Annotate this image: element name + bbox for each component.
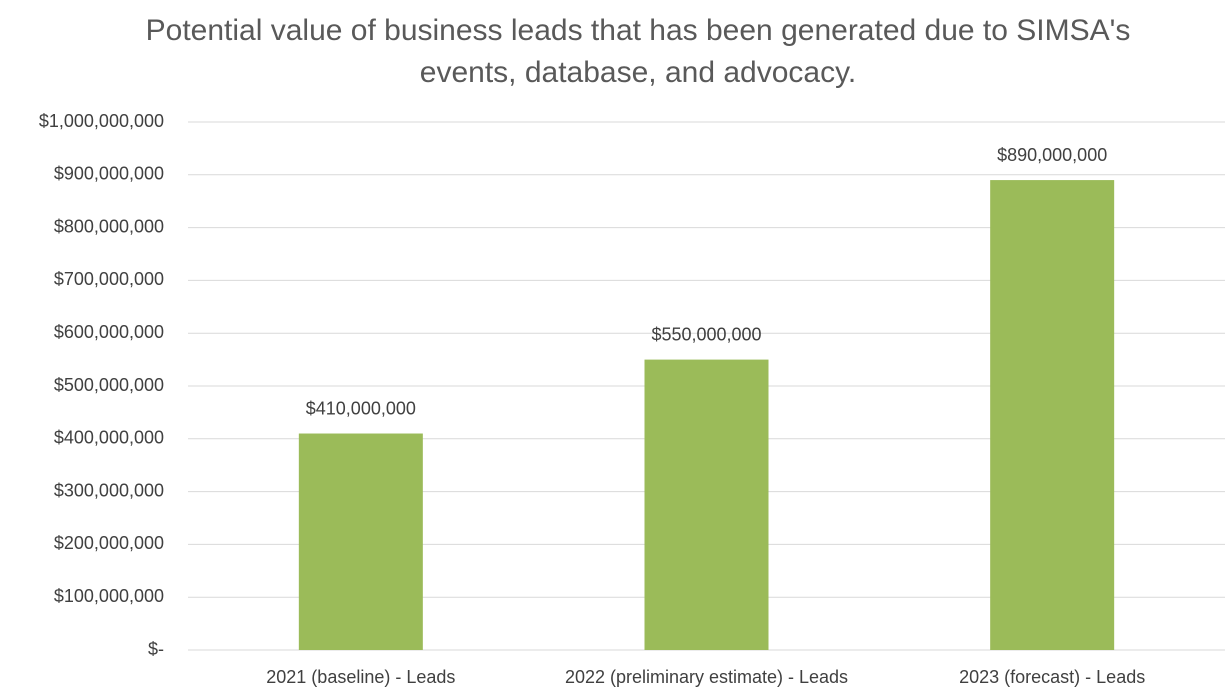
y-tick-label: $200,000,000 — [54, 533, 164, 553]
data-label: $890,000,000 — [997, 145, 1107, 165]
y-tick-label: $300,000,000 — [54, 480, 164, 500]
x-tick-label: 2021 (baseline) - Leads — [266, 667, 455, 687]
y-tick-label: $800,000,000 — [54, 216, 164, 236]
bar — [990, 180, 1115, 650]
chart-title: Potential value of business leads that h… — [145, 14, 1131, 89]
y-tick-label: $100,000,000 — [54, 586, 164, 606]
data-label: $410,000,000 — [306, 398, 416, 418]
bar — [644, 359, 769, 650]
x-tick-label: 2023 (forecast) - Leads — [959, 667, 1145, 687]
y-tick-label: $600,000,000 — [54, 322, 164, 342]
y-tick-label: $500,000,000 — [54, 375, 164, 395]
y-tick-label: $900,000,000 — [54, 164, 164, 184]
x-tick-label: 2022 (preliminary estimate) - Leads — [565, 667, 848, 687]
y-tick-label: $- — [148, 639, 164, 659]
data-label: $550,000,000 — [651, 324, 761, 344]
y-tick-label: $1,000,000,000 — [39, 111, 164, 131]
bar — [298, 433, 423, 650]
y-tick-label: $400,000,000 — [54, 428, 164, 448]
y-tick-label: $700,000,000 — [54, 269, 164, 289]
